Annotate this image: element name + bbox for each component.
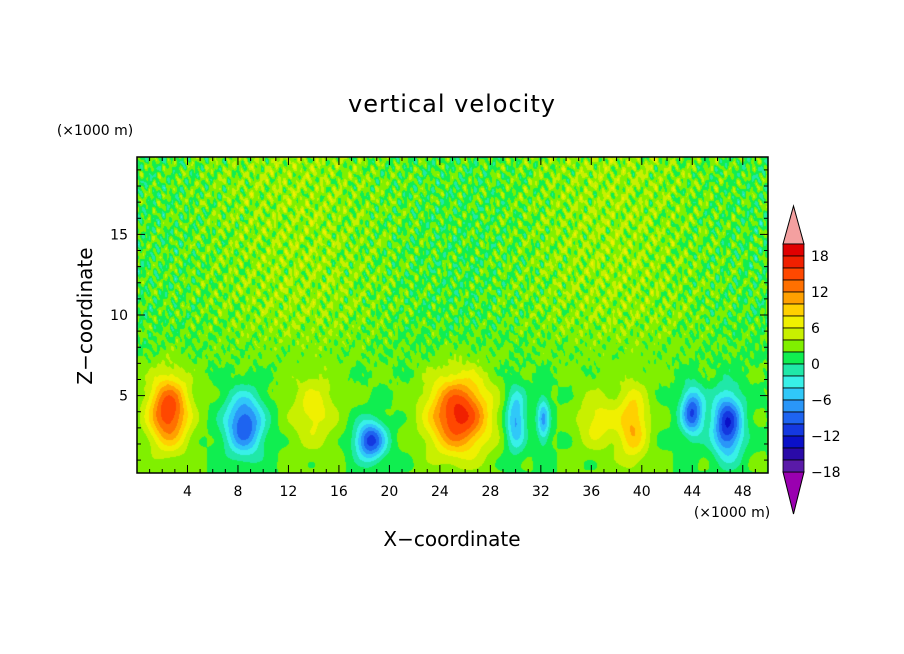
colorbar: 18 12 6 0 −6 −12 −18 xyxy=(782,204,841,515)
colorbar-band xyxy=(782,459,805,473)
colorbar-band xyxy=(782,375,805,389)
x-tick-label: 48 xyxy=(734,484,752,500)
colorbar-band xyxy=(782,267,805,281)
x-axis-unit: (×1000 m) xyxy=(694,505,770,521)
x-tick-label: 8 xyxy=(233,484,242,500)
colorbar-tick-label: 18 xyxy=(811,249,829,265)
colorbar-tick-label: 6 xyxy=(811,321,820,337)
x-tick-label: 24 xyxy=(431,484,449,500)
colorbar-band xyxy=(782,327,805,341)
colorbar-tick-label: −6 xyxy=(811,393,832,409)
x-tick-label: 16 xyxy=(330,484,348,500)
colorbar-band xyxy=(782,423,805,437)
contour-fill xyxy=(137,157,768,473)
x-tick-label: 20 xyxy=(380,484,398,500)
colorbar-band xyxy=(782,399,805,413)
colorbar-tick-label: 0 xyxy=(811,357,820,373)
colorbar-band xyxy=(782,411,805,425)
y-axis-unit: (×1000 m) xyxy=(57,123,133,139)
x-tick-label: 12 xyxy=(280,484,298,500)
y-tick-label: 5 xyxy=(119,389,128,405)
colorbar-band xyxy=(782,243,805,257)
colorbar-band xyxy=(782,447,805,461)
contour-plot xyxy=(137,157,768,473)
y-tick-label: 10 xyxy=(110,308,128,324)
y-axis-label: Z−coordinate xyxy=(73,247,97,384)
x-tick-label: 40 xyxy=(633,484,651,500)
colorbar-band xyxy=(782,291,805,305)
colorbar-band xyxy=(782,363,805,377)
colorbar-band xyxy=(782,279,805,293)
x-tick-label: 36 xyxy=(582,484,600,500)
colorbar-bottom-arrow xyxy=(782,471,805,515)
x-tick-label: 4 xyxy=(183,484,192,500)
colorbar-tick-label: 12 xyxy=(811,285,829,301)
colorbar-band xyxy=(782,315,805,329)
colorbar-band xyxy=(782,387,805,401)
colorbar-tick-label: −18 xyxy=(811,465,841,481)
y-tick-label: 15 xyxy=(110,227,128,243)
x-tick-label: 28 xyxy=(481,484,499,500)
colorbar-band xyxy=(782,435,805,449)
colorbar-top-arrow xyxy=(782,204,805,245)
x-axis-label: X−coordinate xyxy=(383,527,520,551)
chart-title: vertical velocity xyxy=(348,90,556,118)
colorbar-band xyxy=(782,339,805,353)
colorbar-tick-label: −12 xyxy=(811,429,841,445)
x-tick-label: 44 xyxy=(683,484,701,500)
colorbar-band xyxy=(782,303,805,317)
x-tick-label: 32 xyxy=(532,484,550,500)
colorbar-band xyxy=(782,255,805,269)
colorbar-band xyxy=(782,351,805,365)
